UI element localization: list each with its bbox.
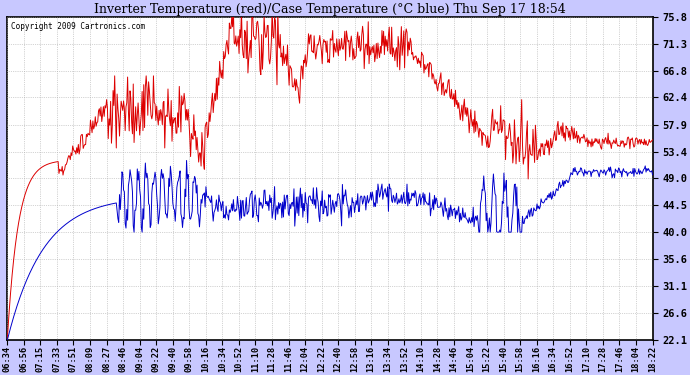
Title: Inverter Temperature (red)/Case Temperature (°C blue) Thu Sep 17 18:54: Inverter Temperature (red)/Case Temperat… <box>94 3 566 16</box>
Text: Copyright 2009 Cartronics.com: Copyright 2009 Cartronics.com <box>10 22 145 31</box>
